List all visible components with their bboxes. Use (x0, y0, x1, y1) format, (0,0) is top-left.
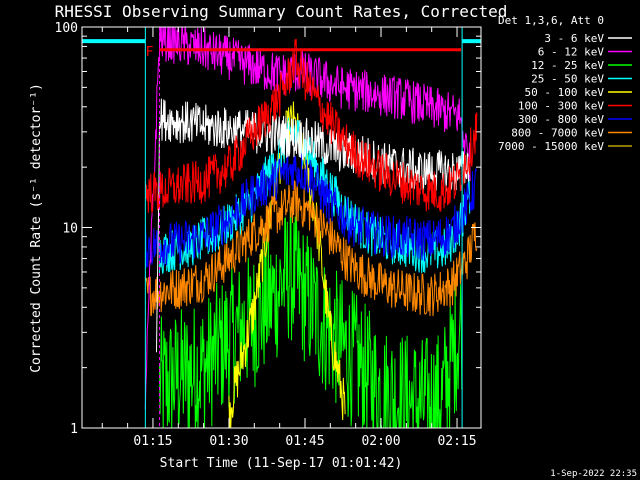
series-line (228, 101, 346, 428)
legend-header: Det 1,3,6, Att 0 (498, 14, 604, 27)
legend-label: 12 - 25 keV (531, 59, 604, 72)
legend-label: 50 - 100 keV (525, 86, 605, 99)
x-axis-label: Start Time (11-Sep-17 01:01:42) (160, 456, 403, 471)
chart-title: RHESSI Observing Summary Count Rates, Co… (55, 2, 508, 21)
x-tick-label: 01:30 (209, 434, 248, 449)
flag-label: F (146, 45, 154, 60)
y-tick-label: 100 (55, 21, 78, 36)
series-line (156, 98, 471, 353)
legend-label: 6 - 12 keV (538, 46, 605, 59)
series-line (144, 38, 478, 215)
legend-label: 300 - 800 keV (518, 113, 604, 126)
x-tick-label: 01:15 (133, 434, 172, 449)
plot-marks (82, 27, 481, 428)
y-tick-label: 1 (70, 422, 78, 437)
x-tick-label: 02:00 (361, 434, 400, 449)
x-tick-label: 02:15 (437, 434, 476, 449)
series-line (144, 180, 478, 317)
y-tick-label: 10 (62, 222, 78, 237)
legend-label: 25 - 50 keV (531, 73, 604, 86)
axis-ticks: 1 10 100 01:15 01:30 01:45 02:00 02:15 (55, 21, 481, 449)
y-axis-label: Corrected Count Rate (s⁻¹ detector⁻¹) (29, 83, 44, 373)
legend-label: 3 - 6 keV (544, 32, 604, 45)
series-line (144, 153, 478, 268)
series-line (159, 206, 463, 428)
legend-label: 7000 - 15000 keV (498, 140, 604, 153)
footer-timestamp: 1-Sep-2022 22:35 (550, 469, 637, 479)
legend-label: 100 - 300 keV (518, 100, 604, 113)
legend-label: 800 - 7000 keV (511, 127, 604, 140)
x-tick-label: 01:45 (285, 434, 324, 449)
